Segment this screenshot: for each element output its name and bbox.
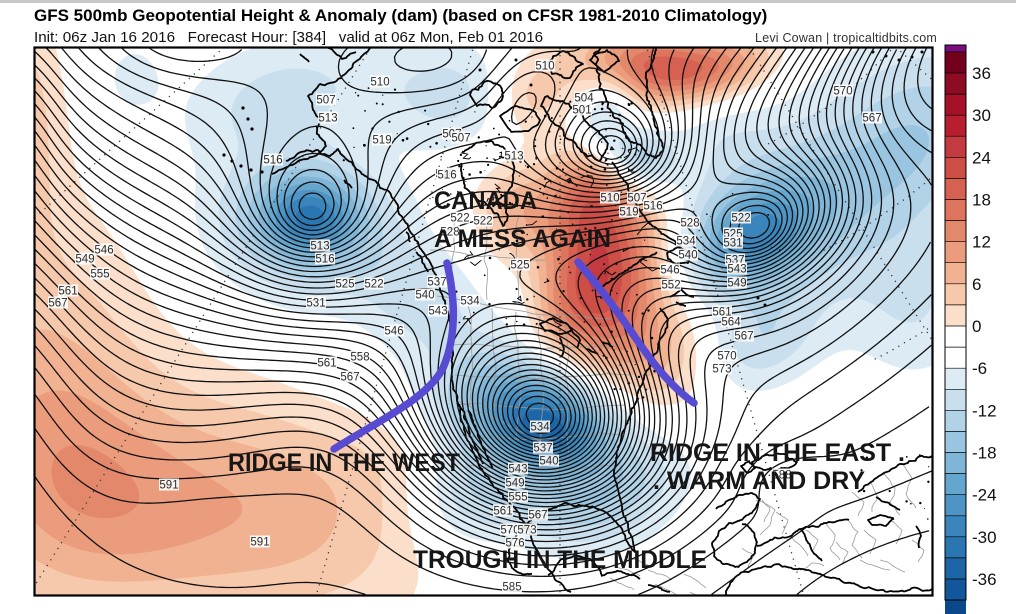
svg-text:540: 540 [415, 290, 434, 302]
svg-text:534: 534 [460, 296, 480, 308]
svg-text:513: 513 [310, 241, 329, 253]
svg-text:24: 24 [972, 148, 991, 167]
svg-text:567: 567 [340, 372, 359, 384]
svg-text:570: 570 [833, 86, 852, 98]
svg-text:549: 549 [75, 254, 94, 266]
svg-text:-30: -30 [972, 528, 997, 547]
svg-text:564: 564 [721, 317, 741, 329]
svg-text:573: 573 [517, 525, 536, 537]
svg-text:561: 561 [493, 506, 512, 518]
svg-text:561: 561 [58, 286, 77, 298]
svg-text:537: 537 [427, 277, 446, 289]
svg-text:510: 510 [535, 61, 554, 73]
svg-text:567: 567 [734, 331, 753, 343]
svg-text:A MESS AGAIN: A MESS AGAIN [434, 225, 611, 253]
svg-text:516: 516 [315, 254, 334, 266]
svg-text:507: 507 [627, 193, 646, 205]
svg-text:522: 522 [473, 216, 492, 228]
svg-text:30: 30 [972, 106, 991, 125]
svg-text:543: 543 [508, 464, 527, 476]
svg-text:534: 534 [676, 236, 696, 248]
svg-text:555: 555 [90, 269, 109, 281]
svg-text:552: 552 [661, 280, 680, 292]
svg-text:516: 516 [437, 170, 456, 182]
svg-text:36: 36 [972, 64, 991, 83]
svg-text:543: 543 [428, 306, 447, 318]
svg-text:570: 570 [717, 351, 736, 363]
svg-text:558: 558 [350, 352, 369, 364]
svg-text:0: 0 [972, 317, 981, 336]
svg-text:510: 510 [600, 193, 619, 205]
svg-text:567: 567 [862, 113, 881, 125]
svg-text:522: 522 [364, 279, 383, 291]
svg-text:RIDGE IN THE EAST .: RIDGE IN THE EAST . [650, 439, 905, 467]
svg-text:522: 522 [731, 213, 750, 225]
svg-text:TROUGH IN THE MIDDLE: TROUGH IN THE MIDDLE [413, 546, 707, 574]
svg-text:519: 519 [619, 207, 638, 219]
svg-text:570: 570 [500, 525, 519, 537]
svg-text:585: 585 [502, 582, 521, 594]
svg-text:537: 537 [533, 443, 552, 455]
svg-text:501: 501 [572, 105, 591, 117]
svg-text:543: 543 [727, 264, 746, 276]
svg-text:-24: -24 [972, 486, 997, 505]
svg-text:12: 12 [972, 233, 991, 252]
svg-text:-6: -6 [972, 359, 987, 378]
svg-text:528: 528 [680, 218, 699, 230]
svg-text:561: 561 [317, 358, 336, 370]
svg-text:591: 591 [159, 480, 178, 492]
svg-text:546: 546 [94, 245, 113, 257]
svg-text:516: 516 [643, 201, 662, 213]
svg-text:573: 573 [712, 364, 731, 376]
svg-text:18: 18 [972, 191, 991, 210]
svg-text:534: 534 [530, 422, 550, 434]
svg-text:540: 540 [539, 456, 558, 468]
svg-text:CANADA: CANADA [434, 187, 537, 215]
svg-text:507: 507 [451, 133, 470, 145]
svg-text:519: 519 [372, 135, 391, 147]
svg-text:591: 591 [250, 537, 269, 549]
svg-text:546: 546 [384, 326, 403, 338]
svg-text:513: 513 [318, 113, 337, 125]
svg-text:528: 528 [440, 227, 459, 239]
svg-text:510: 510 [370, 77, 389, 89]
svg-text:555: 555 [508, 492, 527, 504]
svg-text:-12: -12 [972, 401, 997, 420]
svg-text:540: 540 [678, 250, 697, 262]
svg-text:549: 549 [505, 478, 524, 490]
svg-text:507: 507 [316, 95, 335, 107]
svg-text:546: 546 [660, 265, 679, 277]
svg-text:522: 522 [450, 213, 469, 225]
svg-text:-36: -36 [972, 570, 997, 589]
svg-text:RIDGE IN THE WEST: RIDGE IN THE WEST [228, 449, 460, 477]
svg-text:588: 588 [772, 470, 791, 482]
svg-text:549: 549 [727, 278, 746, 290]
svg-text:504: 504 [574, 93, 594, 105]
svg-text:567: 567 [48, 298, 67, 310]
svg-text:513: 513 [504, 151, 523, 163]
svg-text:567: 567 [528, 510, 547, 522]
svg-text:6: 6 [972, 275, 981, 294]
svg-text:516: 516 [263, 155, 282, 167]
svg-text:. WARM AND DRY: . WARM AND DRY [653, 467, 865, 495]
svg-text:525: 525 [510, 260, 529, 272]
svg-text:576: 576 [505, 538, 524, 550]
svg-text:531: 531 [306, 298, 325, 310]
svg-text:-18: -18 [972, 444, 997, 463]
svg-text:525: 525 [335, 279, 354, 291]
svg-text:531: 531 [723, 238, 742, 250]
